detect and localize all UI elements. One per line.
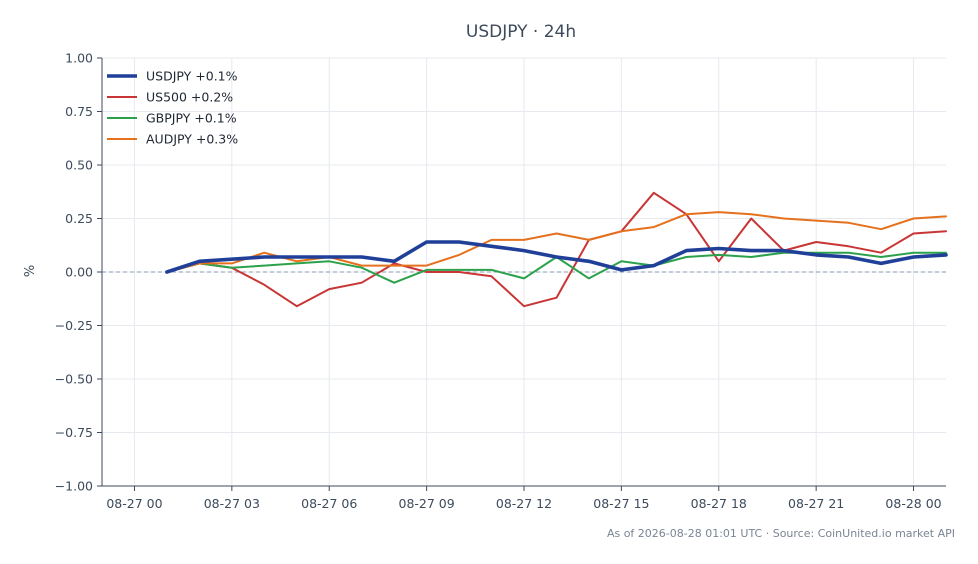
legend-label: AUDJPY +0.3% bbox=[146, 132, 238, 147]
y-tick-label: −1.00 bbox=[55, 479, 93, 494]
x-tick-label: 08-27 09 bbox=[399, 496, 455, 511]
y-tick-label: −0.50 bbox=[55, 372, 93, 387]
legend: USDJPY +0.1% US500 +0.2% GBPJPY +0.1% AUDJP… bbox=[107, 69, 238, 147]
footer-source: As of 2026-08-28 01:01 UTC · Source: Coi… bbox=[607, 527, 955, 540]
series-line-us500 bbox=[165, 191, 947, 308]
y-tick-label: −0.75 bbox=[55, 425, 93, 440]
x-tick-label: 08-27 12 bbox=[496, 496, 552, 511]
series-layer bbox=[165, 191, 948, 308]
y-tick-label: 0.75 bbox=[65, 104, 93, 119]
y-axis-label: % bbox=[23, 265, 38, 277]
y-tick-label: 0.00 bbox=[65, 265, 93, 280]
x-axis-ticks: 08-27 00 08-27 03 08-27 06 08-27 09 08-27 12… bbox=[106, 486, 942, 511]
y-axis-ticks: 1.00 0.75 0.50 0.25 0.00 −0.25 −0.50 −0.75 −1.00 bbox=[55, 51, 102, 494]
x-tick-label: 08-28 00 bbox=[885, 496, 941, 511]
x-tick-label: 08-27 03 bbox=[204, 496, 260, 511]
series-line-audjpy bbox=[165, 211, 947, 273]
y-tick-label: 0.50 bbox=[65, 158, 93, 173]
legend-label: GBPJPY +0.1% bbox=[146, 111, 237, 126]
series-line-usdjpy bbox=[165, 240, 948, 274]
y-tick-label: 1.00 bbox=[65, 51, 93, 66]
x-tick-label: 08-27 18 bbox=[691, 496, 747, 511]
x-tick-label: 08-27 15 bbox=[593, 496, 649, 511]
y-tick-label: −0.25 bbox=[55, 318, 93, 333]
y-tick-label: 0.25 bbox=[65, 211, 93, 226]
chart-title: USDJPY · 24h bbox=[466, 22, 576, 42]
legend-label: USDJPY +0.1% bbox=[146, 69, 238, 84]
x-tick-label: 08-27 21 bbox=[788, 496, 844, 511]
x-tick-label: 08-27 06 bbox=[301, 496, 357, 511]
legend-label: US500 +0.2% bbox=[146, 90, 233, 105]
x-tick-label: 08-27 00 bbox=[106, 496, 162, 511]
